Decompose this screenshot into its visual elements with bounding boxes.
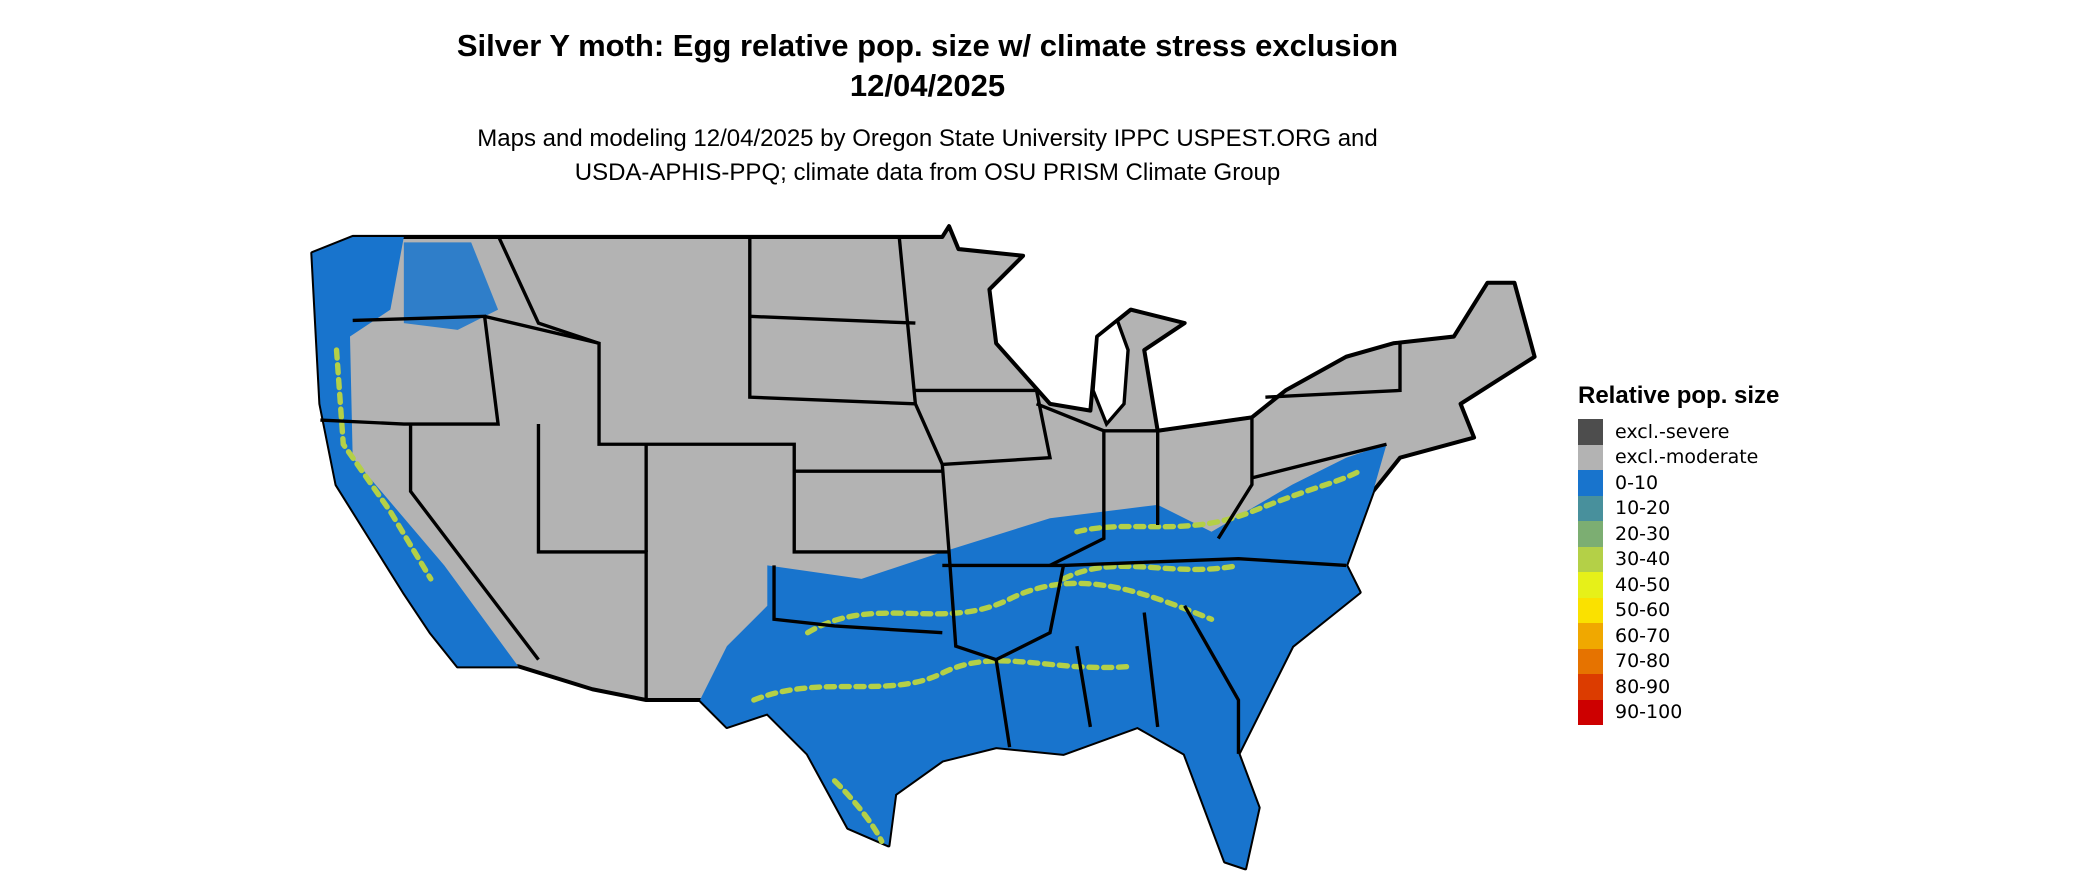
legend-label: 10-20 bbox=[1615, 497, 1671, 520]
legend-swatch bbox=[1578, 648, 1603, 674]
map-date: 12/04/2025 bbox=[849, 68, 1006, 103]
legend-item: 20-30 bbox=[1578, 521, 1779, 547]
legend: Relative pop. size excl.-severe excl.-mod… bbox=[1578, 382, 1779, 725]
lake-michigan bbox=[1091, 317, 1130, 428]
legend-item: 90-100 bbox=[1578, 699, 1779, 725]
legend-swatch bbox=[1578, 699, 1603, 725]
legend-label: excl.-severe bbox=[1615, 420, 1730, 443]
legend-swatch bbox=[1578, 444, 1603, 470]
legend-swatch bbox=[1578, 597, 1603, 623]
legend-label: 30-40 bbox=[1615, 548, 1671, 571]
legend-swatch bbox=[1578, 674, 1603, 700]
legend-swatch bbox=[1578, 546, 1603, 572]
west-coast-region-0-10 bbox=[312, 236, 519, 667]
legend-label: 40-50 bbox=[1615, 573, 1671, 596]
state-borders bbox=[320, 234, 1402, 754]
legend-item: 0-10 bbox=[1578, 470, 1779, 496]
legend-swatch bbox=[1578, 419, 1603, 445]
legend-item: 80-90 bbox=[1578, 674, 1779, 700]
legend-item: 60-70 bbox=[1578, 623, 1779, 649]
legend-label: excl.-moderate bbox=[1615, 446, 1759, 469]
legend-label: 50-60 bbox=[1615, 599, 1671, 622]
legend-item: excl.-moderate bbox=[1578, 444, 1779, 470]
legend-title: Relative pop. size bbox=[1578, 382, 1780, 409]
legend-label: 60-70 bbox=[1615, 624, 1671, 647]
legend-label: 20-30 bbox=[1615, 522, 1671, 545]
legend-item: 10-20 bbox=[1578, 495, 1779, 521]
legend-item: 40-50 bbox=[1578, 572, 1779, 598]
legend-swatch bbox=[1578, 521, 1603, 547]
northwest-region-0-10 bbox=[403, 242, 499, 330]
legend-swatch bbox=[1578, 495, 1603, 521]
legend-item: excl.-severe bbox=[1578, 419, 1779, 445]
legend-item: 70-80 bbox=[1578, 648, 1779, 674]
legend-swatch bbox=[1578, 470, 1603, 496]
legend-swatch bbox=[1578, 623, 1603, 649]
legend-swatch bbox=[1578, 572, 1603, 598]
legend-label: 80-90 bbox=[1615, 675, 1671, 698]
map-title: Silver Y moth: Egg relative pop. size w/… bbox=[456, 28, 1399, 63]
legend-label: 90-100 bbox=[1615, 701, 1683, 724]
legend-label: 70-80 bbox=[1615, 650, 1671, 673]
legend-label: 0-10 bbox=[1615, 471, 1659, 494]
legend-item: 50-60 bbox=[1578, 597, 1779, 623]
map-subtitle-line2: USDA-APHIS-PPQ; climate data from OSU PR… bbox=[574, 159, 1281, 186]
south-region-0-10 bbox=[700, 444, 1387, 869]
region-30-40-patches bbox=[333, 347, 1363, 845]
legend-item: 30-40 bbox=[1578, 546, 1779, 572]
map-subtitle-line1: Maps and modeling 12/04/2025 by Oregon S… bbox=[477, 125, 1378, 152]
